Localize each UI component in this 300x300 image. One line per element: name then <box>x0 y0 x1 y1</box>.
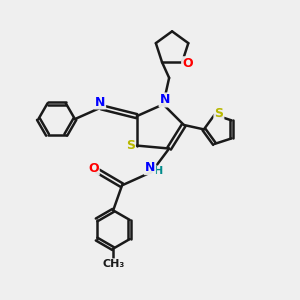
Text: N: N <box>160 93 170 106</box>
Text: N: N <box>145 161 155 174</box>
Text: H: H <box>154 167 164 176</box>
Text: CH₃: CH₃ <box>102 259 124 269</box>
Text: N: N <box>95 95 105 109</box>
Text: O: O <box>182 57 193 70</box>
Text: S: S <box>126 139 135 152</box>
Text: O: O <box>88 162 99 175</box>
Text: S: S <box>214 107 224 120</box>
